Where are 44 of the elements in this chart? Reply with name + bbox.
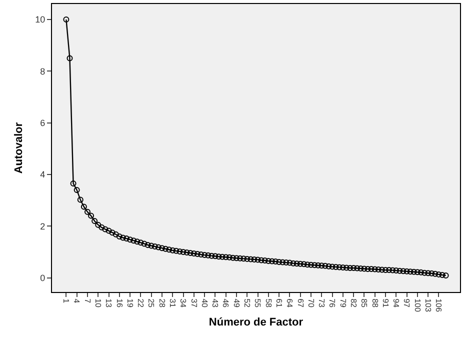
x-tick-label: 28 bbox=[157, 298, 166, 308]
x-tick-label: 19 bbox=[125, 298, 134, 308]
y-tick-label: 4 bbox=[40, 170, 46, 180]
x-tick-label: 1 bbox=[62, 298, 71, 304]
x-tick-label: 58 bbox=[264, 298, 273, 308]
x-tick-label: 106 bbox=[434, 298, 444, 312]
x-tick-label: 34 bbox=[178, 298, 188, 308]
y-tick-label: 0 bbox=[40, 272, 46, 283]
y-tick-label: 10 bbox=[35, 14, 46, 25]
x-tick-label: 100 bbox=[412, 298, 422, 312]
x-tick-label: 82 bbox=[348, 298, 358, 308]
y-tick-label: 6 bbox=[40, 118, 46, 128]
x-tick-label: 40 bbox=[200, 298, 209, 308]
x-tick-label: 70 bbox=[306, 298, 316, 308]
x-tick-label: 73 bbox=[317, 298, 326, 308]
y-tick-label: 8 bbox=[40, 66, 46, 76]
x-tick-label: 43 bbox=[210, 298, 220, 308]
x-tick-label: 67 bbox=[296, 298, 305, 308]
x-tick-label: 94 bbox=[392, 298, 401, 308]
x-tick-label: 97 bbox=[402, 298, 412, 308]
x-tick-label: 79 bbox=[338, 298, 348, 308]
x-tick-label: 13 bbox=[104, 298, 114, 308]
x-tick-label: 16 bbox=[114, 298, 124, 308]
x-tick-label: 7 bbox=[82, 298, 92, 304]
x-tick-label: 10 bbox=[94, 298, 103, 308]
x-tick-label: 46 bbox=[221, 298, 230, 308]
x-tick-label: 22 bbox=[136, 298, 146, 308]
x-tick-label: 49 bbox=[232, 298, 241, 308]
x-tick-label: 85 bbox=[360, 298, 369, 308]
x-tick-label: 64 bbox=[285, 298, 294, 308]
x-tick-label: 91 bbox=[380, 298, 390, 308]
x-tick-label: 76 bbox=[328, 298, 337, 308]
x-axis-title: Número de Factor bbox=[208, 316, 304, 329]
x-tick-label: 4 bbox=[72, 298, 82, 304]
x-tick-label: 103 bbox=[423, 298, 432, 312]
x-tick-label: 61 bbox=[274, 298, 284, 308]
y-axis-title: Autovalor bbox=[12, 122, 25, 174]
x-tick-label: 55 bbox=[253, 298, 262, 308]
y-tick-label: 2 bbox=[40, 221, 46, 232]
x-tick-label: 52 bbox=[242, 298, 252, 308]
x-tick-label: 37 bbox=[189, 298, 198, 308]
x-tick-label: 25 bbox=[146, 298, 156, 308]
x-tick-label: 88 bbox=[370, 298, 380, 308]
x-tick-label: 31 bbox=[168, 298, 178, 308]
